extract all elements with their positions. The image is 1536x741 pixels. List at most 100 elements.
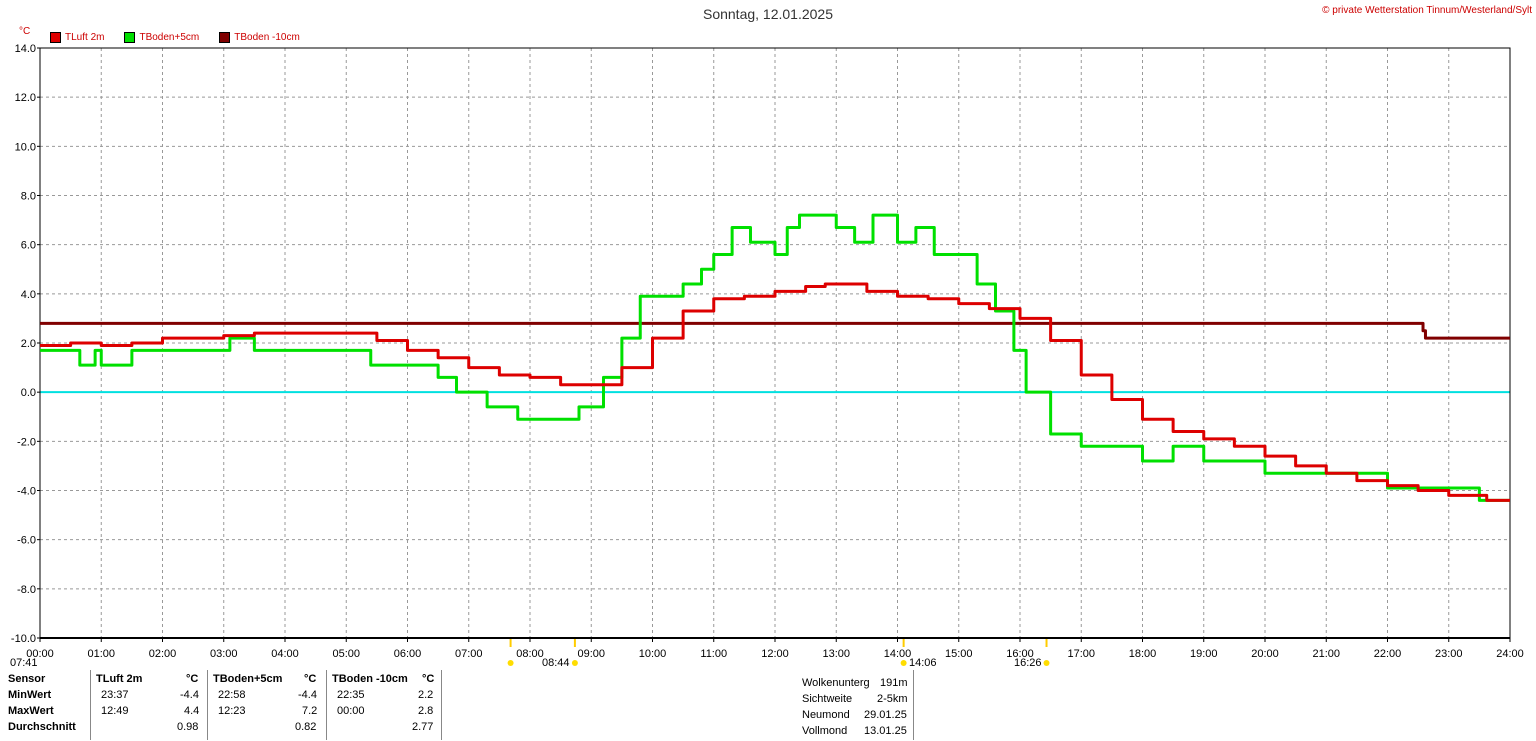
stats-tb5-min-time: 22:58 (218, 689, 246, 701)
legend-item-tboden10: TBoden -10cm (219, 32, 300, 43)
info-label-fullmoon: Vollmond (802, 725, 848, 737)
stats-header-tluft-unit: °C (186, 673, 199, 685)
y-tick-label: -2.0 (17, 436, 36, 448)
stats-header-tb10-unit: °C (422, 673, 435, 685)
x-tick-label: 12:00 (761, 648, 789, 660)
stats-header-tb5: TBoden+5cm (213, 673, 283, 685)
x-tick-label: 14:00 (884, 648, 912, 660)
x-tick-label: 18:00 (1129, 648, 1157, 660)
x-tick-label: 01:00 (87, 648, 115, 660)
legend-item-tluft: TLuft 2m (50, 32, 104, 43)
x-tick-label: 19:00 (1190, 648, 1218, 660)
stats-header-tb5-unit: °C (304, 673, 317, 685)
x-tick-label: 23:00 (1435, 648, 1463, 660)
legend-swatch-tboden5 (124, 32, 136, 43)
stats-label-avg: Durchschnitt (8, 721, 76, 733)
legend-item-tboden5: TBoden+5cm (124, 32, 199, 43)
x-tick-label: 20:00 (1251, 648, 1279, 660)
stats-header-sensor: Sensor (8, 673, 46, 685)
series-line-2 (40, 321, 1510, 340)
legend-label: TLuft 2m (65, 32, 105, 43)
x-tick-label: 11:00 (700, 648, 727, 660)
sun-event-label: 08:44 (542, 657, 570, 669)
stats-tluft-avg-value: 0.98 (177, 721, 199, 733)
stats-divider (207, 670, 208, 740)
stats-divider (90, 670, 91, 740)
info-label-visibility: Sichtweite (802, 693, 853, 705)
x-tick-label: 06:00 (394, 648, 422, 660)
stats-divider (441, 670, 442, 740)
legend-swatch-tboden10 (219, 32, 231, 43)
x-tick-label: 03:00 (210, 648, 238, 660)
y-tick-label: -6.0 (17, 535, 36, 547)
y-tick-label: -10.0 (11, 633, 36, 645)
sun-icon (571, 660, 578, 666)
x-tick-label: 16:00 (1006, 648, 1034, 660)
y-axis-unit: °C (19, 26, 31, 37)
y-tick-label: 12.0 (15, 92, 36, 104)
stats-tluft-max-value: 4.4 (184, 705, 200, 717)
stats-tluft-min-value: -4.4 (180, 689, 199, 701)
sun-event-label: 07:41 (10, 657, 38, 669)
series-line-0 (40, 282, 1510, 502)
y-tick-label: -8.0 (17, 584, 36, 596)
y-tick-label: 6.0 (21, 240, 36, 252)
sun-icon (1043, 660, 1050, 666)
stats-label-max: MaxWert (8, 705, 54, 717)
x-tick-label: 24:00 (1496, 648, 1524, 660)
x-tick-label: 00:00 (26, 648, 54, 660)
legend-label: TBoden -10cm (234, 32, 300, 43)
stats-tb10-min-value: 2.2 (418, 689, 434, 701)
x-tick-label: 13:00 (822, 648, 850, 660)
stats-tb5-avg-value: 0.82 (295, 721, 317, 733)
stats-tluft-max-time: 12:49 (101, 705, 129, 717)
x-tick-label: 09:00 (577, 648, 605, 660)
x-tick-label: 02:00 (149, 648, 177, 660)
info-value-fullmoon: 13.01.25 (864, 725, 907, 737)
stats-tb5-max-time: 12:23 (218, 705, 246, 717)
stats-label-min: MinWert (8, 689, 52, 701)
y-tick-label: 2.0 (21, 338, 36, 350)
x-tick-label: 07:00 (455, 648, 483, 660)
x-tick-label: 04:00 (271, 648, 299, 660)
sun-event-label: 14:06 (909, 657, 937, 669)
x-tick-label: 05:00 (332, 648, 360, 660)
x-tick-label: 10:00 (639, 648, 667, 660)
x-tick-label: 17:00 (1067, 648, 1095, 660)
stats-header-tluft: TLuft 2m (96, 673, 143, 685)
y-tick-label: 10.0 (15, 141, 36, 153)
copyright-notice: © private Wetterstation Tinnum/Westerlan… (1322, 5, 1532, 16)
info-value-newmoon: 29.01.25 (864, 709, 907, 721)
stats-tb5-min-value: -4.4 (298, 689, 317, 701)
stats-divider (913, 670, 914, 740)
series-line-1 (40, 213, 1510, 502)
stats-tb10-avg-value: 2.77 (412, 721, 434, 733)
y-tick-label: 4.0 (21, 289, 36, 301)
stats-tb10-max-value: 2.8 (418, 705, 434, 717)
info-value-visibility: 2-5km (877, 693, 908, 705)
stats-tluft-min-time: 23:37 (101, 689, 129, 701)
y-tick-label: 0.0 (21, 387, 36, 399)
y-tick-label: 8.0 (21, 191, 36, 203)
y-tick-label: -4.0 (17, 486, 36, 498)
x-tick-label: 21:00 (1312, 648, 1340, 660)
info-label-newmoon: Neumond (802, 709, 850, 721)
x-tick-label: 15:00 (945, 648, 973, 660)
stats-tb10-min-time: 22:35 (337, 689, 365, 701)
info-value-clouds: 191m (880, 677, 908, 689)
stats-tb5-max-value: 7.2 (302, 705, 318, 717)
sun-icon (900, 660, 907, 666)
sun-icon (507, 660, 514, 666)
stats-header-tb10: TBoden -10cm (332, 673, 408, 685)
sun-event-label: 16:26 (1014, 657, 1042, 669)
stats-divider (326, 670, 327, 740)
info-label-clouds: Wolkenunterg (802, 677, 870, 689)
chart-legend: TLuft 2m TBoden+5cm TBoden -10cm (50, 32, 320, 43)
x-tick-label: 08:00 (516, 648, 544, 660)
legend-label: TBoden+5cm (139, 32, 200, 43)
y-tick-label: 14.0 (15, 43, 36, 55)
x-tick-label: 22:00 (1374, 648, 1402, 660)
chart-title: Sonntag, 12.01.2025 (702, 6, 833, 22)
legend-swatch-tluft (50, 32, 61, 43)
